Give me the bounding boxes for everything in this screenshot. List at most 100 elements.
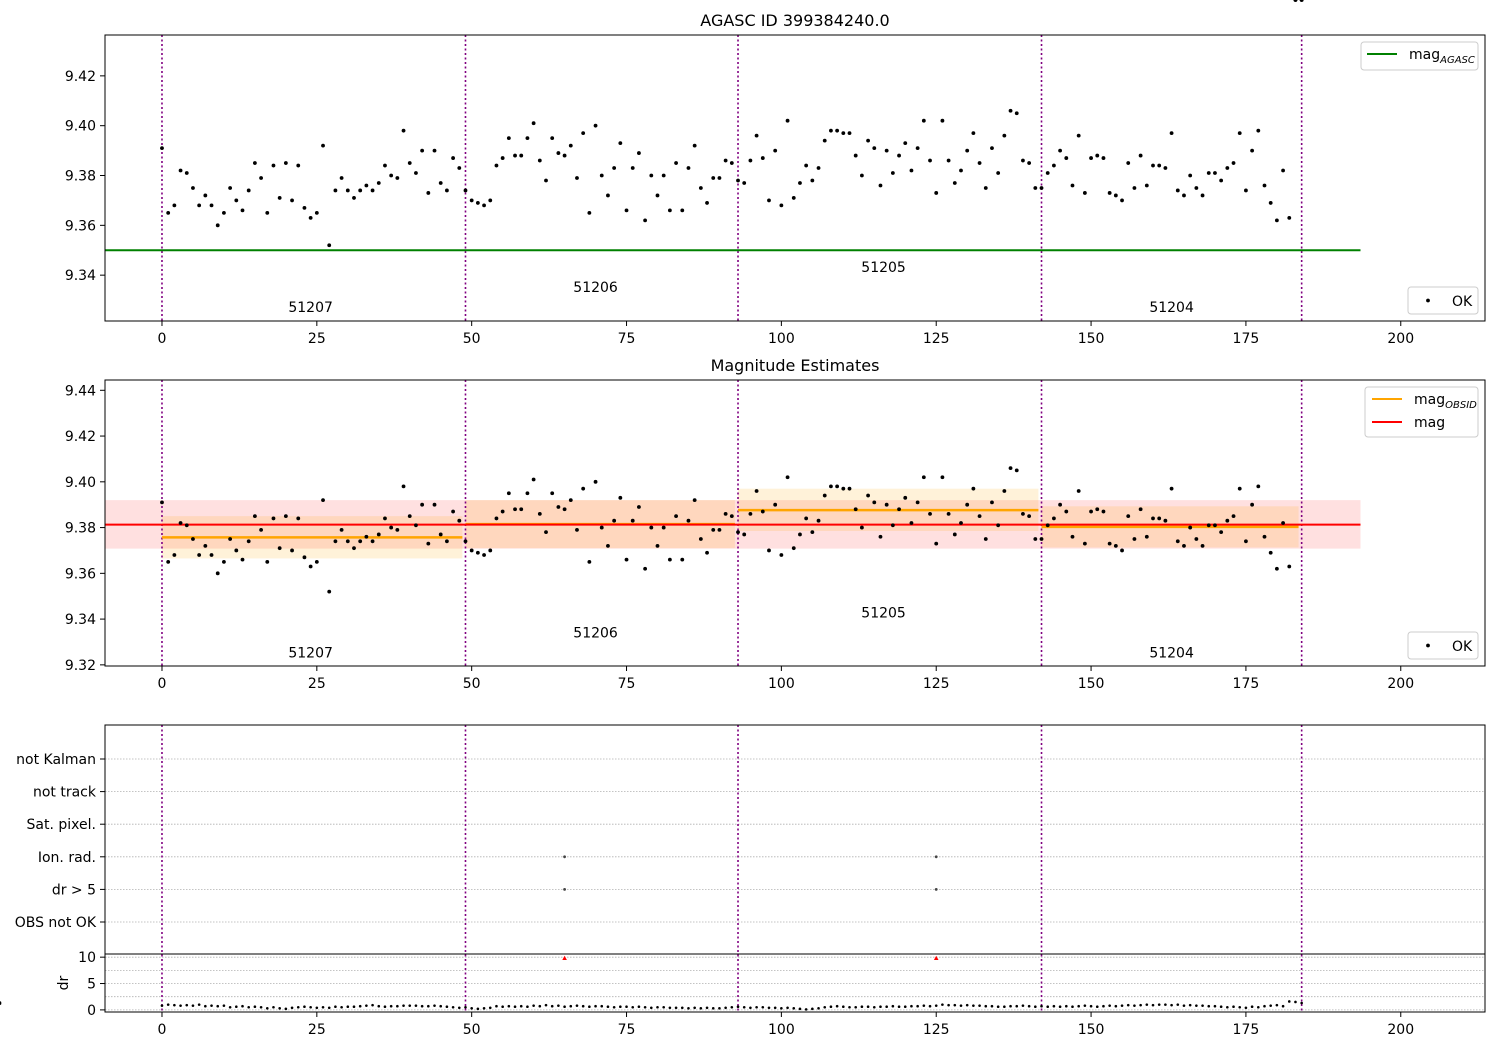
data-point bbox=[482, 553, 486, 557]
dr-point bbox=[327, 1006, 331, 1010]
dr-outlier-marker bbox=[933, 955, 939, 961]
data-point bbox=[674, 514, 678, 519]
data-point bbox=[519, 153, 524, 158]
data-point bbox=[1299, 0, 1304, 2]
data-point bbox=[736, 178, 740, 183]
dr-point bbox=[433, 1004, 436, 1007]
data-point bbox=[1052, 516, 1056, 521]
dr-point bbox=[1095, 1005, 1099, 1009]
data-point bbox=[990, 146, 994, 151]
x-tick-label: 125 bbox=[923, 676, 950, 692]
dr-point bbox=[334, 1005, 337, 1009]
y-tick-label: 9.38 bbox=[65, 521, 96, 537]
data-point bbox=[537, 511, 542, 516]
data-point bbox=[345, 188, 350, 193]
data-point bbox=[166, 559, 171, 564]
data-point bbox=[593, 479, 598, 484]
data-point bbox=[370, 539, 375, 544]
dr-point bbox=[0, 1001, 2, 1004]
data-point bbox=[1126, 161, 1131, 165]
dr-point bbox=[439, 1004, 443, 1008]
dr-point bbox=[1294, 1000, 1297, 1004]
data-point bbox=[1002, 133, 1007, 138]
dr-point bbox=[903, 1005, 907, 1009]
dr-point bbox=[284, 1007, 288, 1011]
data-point bbox=[568, 143, 573, 148]
data-point bbox=[903, 141, 908, 146]
dr-point bbox=[1089, 1004, 1093, 1008]
y-tick-label: 9.44 bbox=[65, 383, 96, 399]
data-point bbox=[965, 502, 970, 507]
data-point bbox=[581, 131, 586, 136]
dr-point bbox=[1071, 1005, 1074, 1009]
data-point bbox=[643, 566, 648, 571]
data-point bbox=[1008, 466, 1013, 470]
dr-point bbox=[1027, 1004, 1031, 1008]
data-point bbox=[983, 186, 988, 190]
data-point bbox=[562, 153, 567, 158]
data-point bbox=[432, 502, 437, 507]
dr-point bbox=[1021, 1004, 1025, 1007]
data-point bbox=[940, 475, 945, 480]
data-point bbox=[816, 166, 821, 170]
data-point bbox=[1095, 507, 1100, 512]
data-point bbox=[339, 176, 344, 180]
data-point bbox=[841, 131, 846, 136]
dr-point bbox=[389, 1004, 393, 1008]
data-point bbox=[234, 548, 239, 553]
flag-label: Sat. pixel. bbox=[27, 817, 96, 833]
dr-point bbox=[358, 1004, 362, 1008]
dr-point bbox=[817, 1007, 820, 1010]
data-point bbox=[959, 521, 963, 525]
dr-point bbox=[650, 1006, 653, 1010]
dr-point bbox=[786, 1006, 789, 1010]
dr-point bbox=[278, 1007, 281, 1010]
data-point bbox=[1113, 193, 1118, 198]
dr-point bbox=[488, 1006, 492, 1010]
chart-title: Magnitude Estimates bbox=[711, 356, 880, 375]
data-point bbox=[1244, 188, 1248, 193]
data-point bbox=[680, 557, 685, 562]
data-point bbox=[1064, 509, 1069, 514]
dr-point bbox=[1052, 1004, 1056, 1008]
dr-point bbox=[1170, 1003, 1173, 1007]
data-point bbox=[1008, 108, 1013, 113]
dr-point bbox=[742, 1005, 746, 1009]
data-point bbox=[661, 525, 666, 530]
dr-point bbox=[526, 1005, 529, 1009]
data-point bbox=[172, 553, 177, 557]
data-point bbox=[240, 557, 245, 562]
obsid-label: 51205 bbox=[861, 260, 906, 276]
dr-point bbox=[619, 1005, 622, 1009]
dr-point bbox=[253, 1005, 257, 1009]
dr-point bbox=[507, 1004, 511, 1008]
x-tick-label: 100 bbox=[768, 1022, 795, 1038]
data-point bbox=[760, 509, 765, 514]
data-point bbox=[959, 168, 963, 173]
dr-point bbox=[1083, 1004, 1087, 1007]
dr-point bbox=[811, 1007, 814, 1011]
data-point bbox=[767, 548, 771, 553]
dr-point bbox=[1003, 1005, 1006, 1009]
dr-outlier-marker bbox=[562, 955, 567, 961]
data-point bbox=[1045, 523, 1050, 528]
dr-point bbox=[1077, 1004, 1080, 1008]
obsid-label: 51207 bbox=[288, 300, 333, 316]
y-tick-label: 9.36 bbox=[65, 218, 96, 234]
data-point bbox=[816, 518, 821, 523]
x-tick-label: 175 bbox=[1233, 1022, 1260, 1038]
dr-tick-label: 0 bbox=[87, 1003, 96, 1019]
data-point bbox=[996, 523, 1001, 528]
data-point bbox=[1101, 156, 1106, 160]
data-point bbox=[1064, 156, 1069, 160]
x-tick-label: 0 bbox=[158, 676, 167, 692]
data-point bbox=[866, 138, 870, 143]
data-point bbox=[364, 534, 369, 539]
data-point bbox=[327, 589, 332, 594]
data-point bbox=[872, 146, 877, 151]
data-point bbox=[723, 158, 728, 163]
data-point bbox=[1101, 509, 1106, 514]
data-point bbox=[754, 489, 759, 493]
dr-point bbox=[872, 1005, 876, 1009]
dr-point bbox=[495, 1004, 498, 1008]
